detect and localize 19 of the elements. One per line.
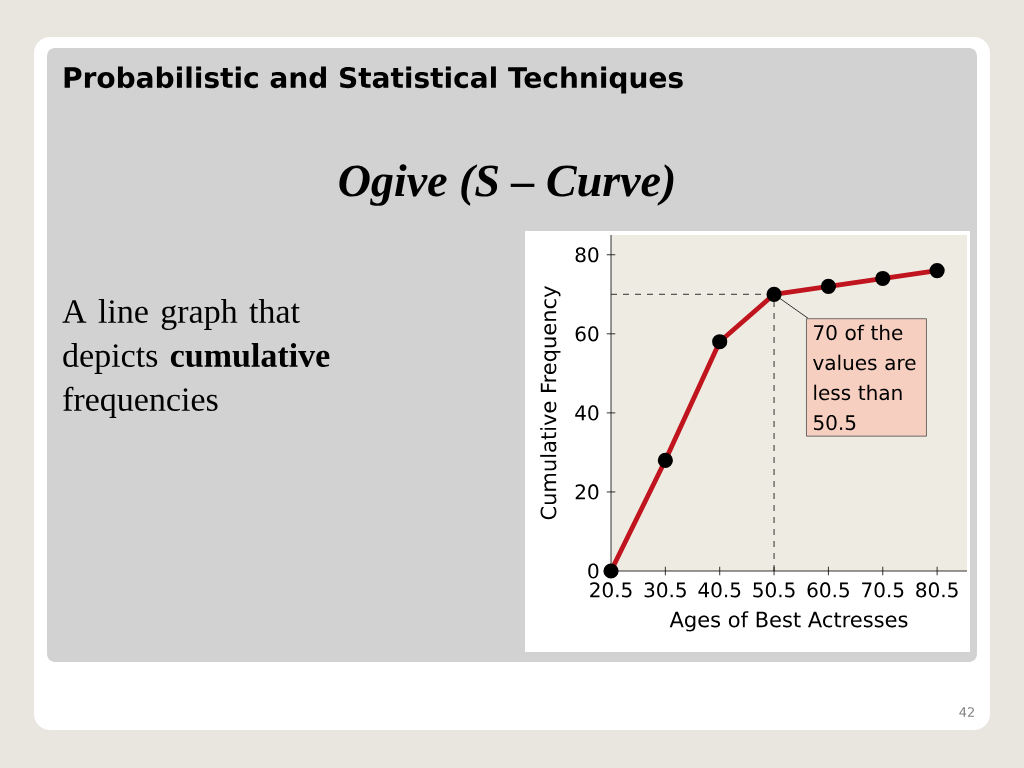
y-tick-label: 40 bbox=[575, 405, 599, 421]
text: 42 bbox=[959, 707, 974, 717]
y-tick-label: 20 bbox=[575, 484, 599, 500]
y-tick-label: 60 bbox=[575, 326, 599, 342]
x-tick-label: 50.5 bbox=[753, 582, 795, 598]
x-tick-label: 60.5 bbox=[807, 582, 849, 598]
y-tick-label: 80 bbox=[575, 247, 599, 263]
x-tick-label: 40.5 bbox=[698, 582, 741, 598]
y-tick-label: 0 bbox=[588, 563, 599, 579]
x-tick-label: 20.5 bbox=[590, 582, 632, 598]
x-tick-label: 30.5 bbox=[644, 582, 686, 598]
text: A line graph that depicts cumulative frequencies bbox=[62, 299, 330, 418]
annotation: 70 of the values are less than 50.5 bbox=[813, 324, 916, 431]
x-tick-label: 80.5 bbox=[916, 582, 958, 598]
y-axis-title: Cumulative Frequency bbox=[540, 286, 561, 520]
text: Probabilistic and Statistical Techniques bbox=[64, 66, 683, 94]
chart-subtitle: Ogive (S – Curve) bbox=[339, 164, 674, 206]
x-axis-title: Ages of Best Actresses bbox=[669, 611, 908, 632]
x-tick-label: 70.5 bbox=[862, 582, 904, 598]
